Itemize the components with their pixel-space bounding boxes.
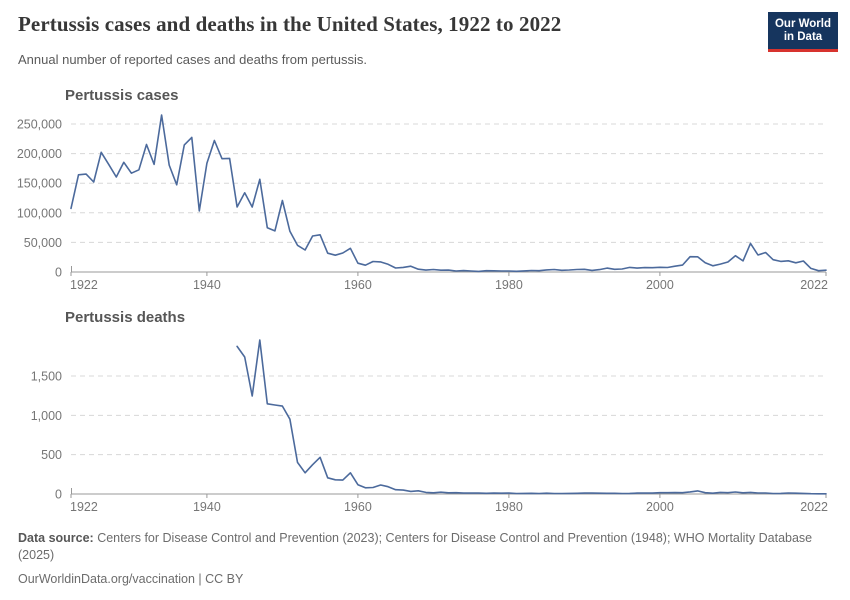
x-tick-label: 1940 <box>193 278 221 292</box>
y-tick-label: 200,000 <box>17 147 62 161</box>
x-tick-label: 1980 <box>495 278 523 292</box>
chart-footer: Data source: Centers for Disease Control… <box>18 530 834 588</box>
y-tick-label: 0 <box>55 488 62 502</box>
y-tick-label: 1,000 <box>31 409 62 423</box>
data-source-text: Centers for Disease Control and Preventi… <box>18 531 813 562</box>
series-line <box>70 114 827 273</box>
page-subtitle: Annual number of reported cases and deat… <box>18 52 368 67</box>
page-title: Pertussis cases and deaths in the United… <box>18 12 562 36</box>
x-tick-label: 2000 <box>646 278 674 292</box>
owid-logo-line2: in Data <box>783 31 823 43</box>
x-tick-label: 1922 <box>70 500 98 514</box>
y-tick-label: 1,500 <box>31 370 62 384</box>
owid-logo-line1: Our World <box>774 18 831 30</box>
y-tick-label: 0 <box>55 266 62 280</box>
series-line <box>236 339 827 495</box>
y-tick-label: 150,000 <box>17 177 62 191</box>
y-tick-label: 100,000 <box>17 206 62 220</box>
x-tick-label: 1980 <box>495 500 523 514</box>
attribution-line: OurWorldinData.org/vaccination | CC BY <box>18 572 244 586</box>
y-tick-label: 50,000 <box>24 236 62 250</box>
x-tick-label: 2000 <box>646 500 674 514</box>
cases-line-chart: 0 50,000 100,000 150,000 200,000 250,000 1922 1… <box>17 114 828 292</box>
y-tick-label: 250,000 <box>17 118 62 132</box>
owid-logo: Our World in Data <box>768 12 838 52</box>
x-tick-label: 2022 <box>800 278 828 292</box>
x-tick-label: 1960 <box>344 500 372 514</box>
cases-chart-title: Pertussis cases <box>65 87 179 104</box>
y-tick-label: 500 <box>41 448 62 462</box>
deaths-line-chart: 0 500 1,000 1,500 1922 1940 1960 1980 2000 2022 <box>31 339 828 514</box>
x-tick-label: 1960 <box>344 278 372 292</box>
data-source-label: Data source: <box>18 531 94 545</box>
x-tick-label: 2022 <box>800 500 828 514</box>
deaths-chart-title: Pertussis deaths <box>65 309 186 326</box>
data-source-line: Data source: Centers for Disease Control… <box>18 530 834 564</box>
x-tick-label: 1940 <box>193 500 221 514</box>
x-tick-label: 1922 <box>70 278 98 292</box>
